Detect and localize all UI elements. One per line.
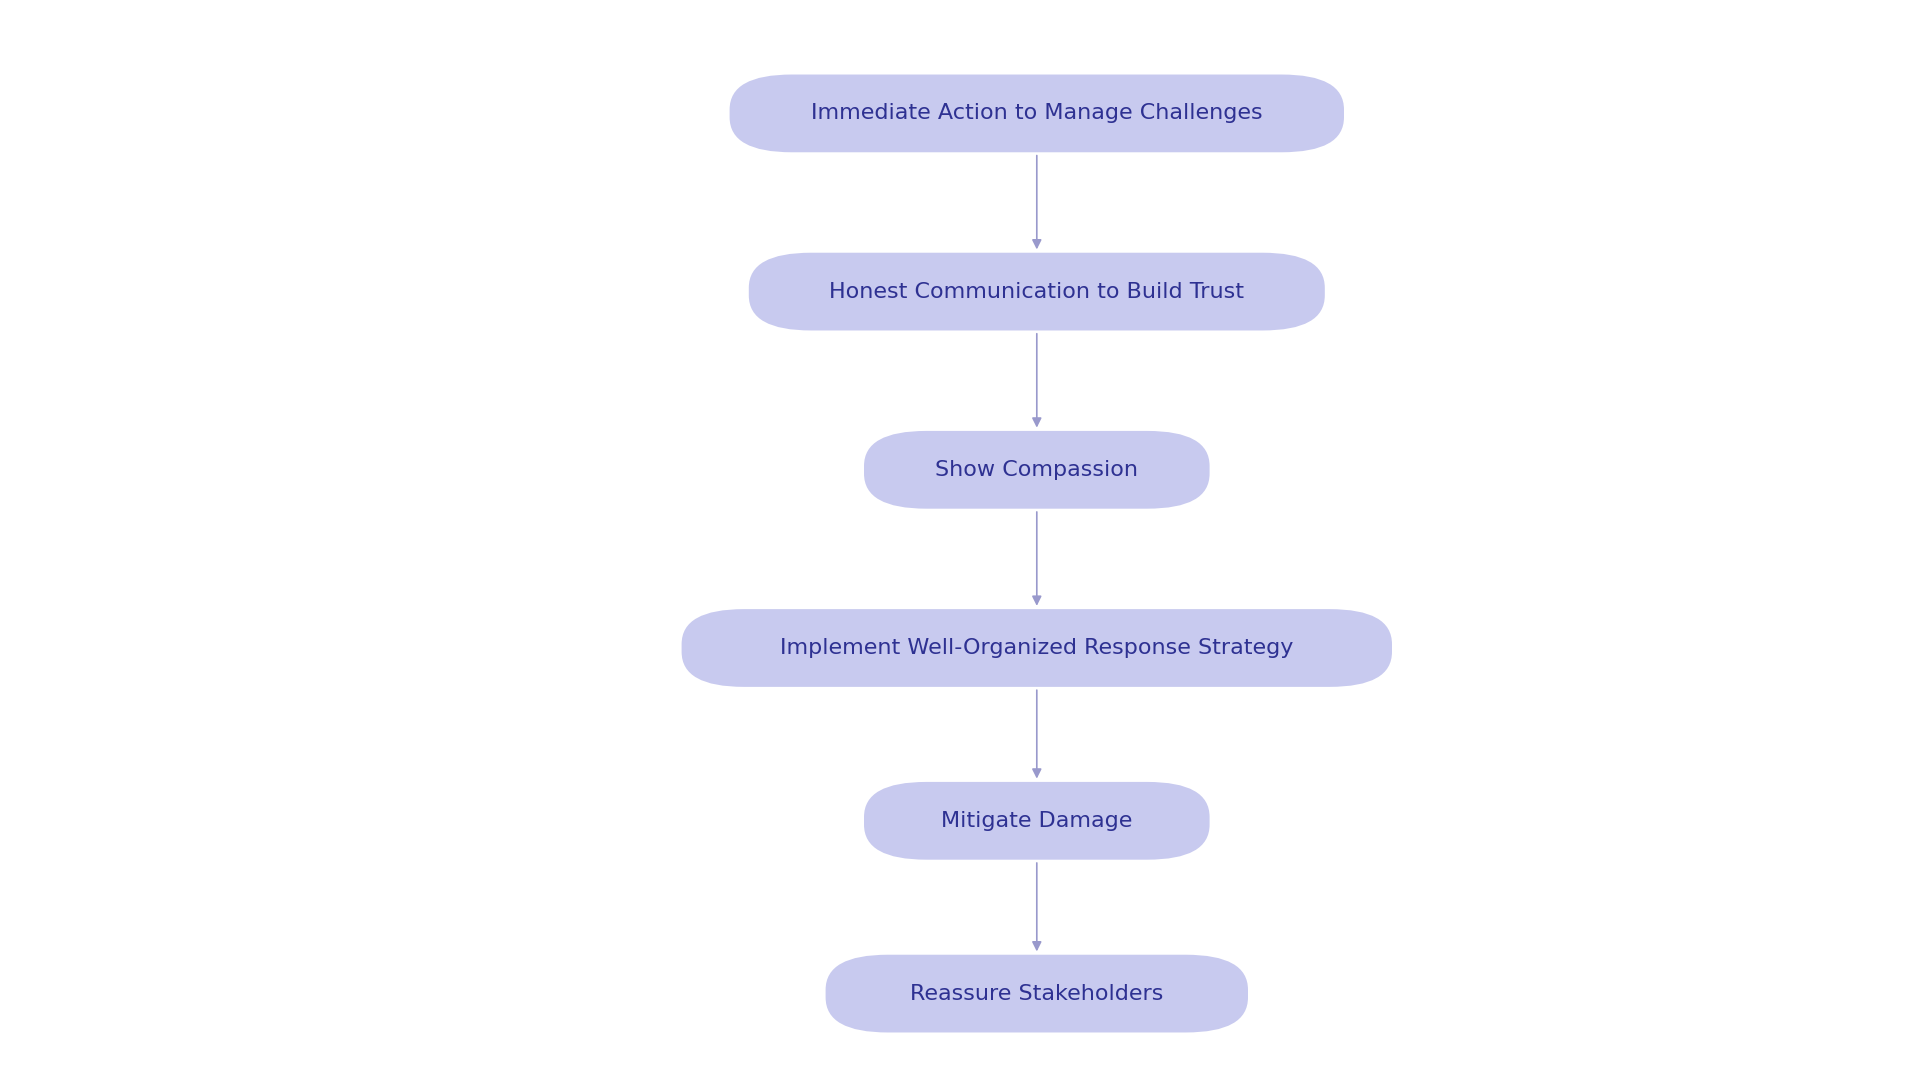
- Text: Implement Well-Organized Response Strategy: Implement Well-Organized Response Strate…: [780, 638, 1294, 658]
- FancyBboxPatch shape: [682, 609, 1392, 687]
- Text: Honest Communication to Build Trust: Honest Communication to Build Trust: [829, 282, 1244, 301]
- Text: Mitigate Damage: Mitigate Damage: [941, 811, 1133, 831]
- FancyBboxPatch shape: [864, 431, 1210, 509]
- FancyBboxPatch shape: [864, 782, 1210, 860]
- Text: Reassure Stakeholders: Reassure Stakeholders: [910, 984, 1164, 1003]
- FancyBboxPatch shape: [749, 253, 1325, 330]
- Text: Immediate Action to Manage Challenges: Immediate Action to Manage Challenges: [810, 104, 1263, 123]
- Text: Show Compassion: Show Compassion: [935, 460, 1139, 480]
- FancyBboxPatch shape: [826, 955, 1248, 1032]
- FancyBboxPatch shape: [730, 75, 1344, 152]
